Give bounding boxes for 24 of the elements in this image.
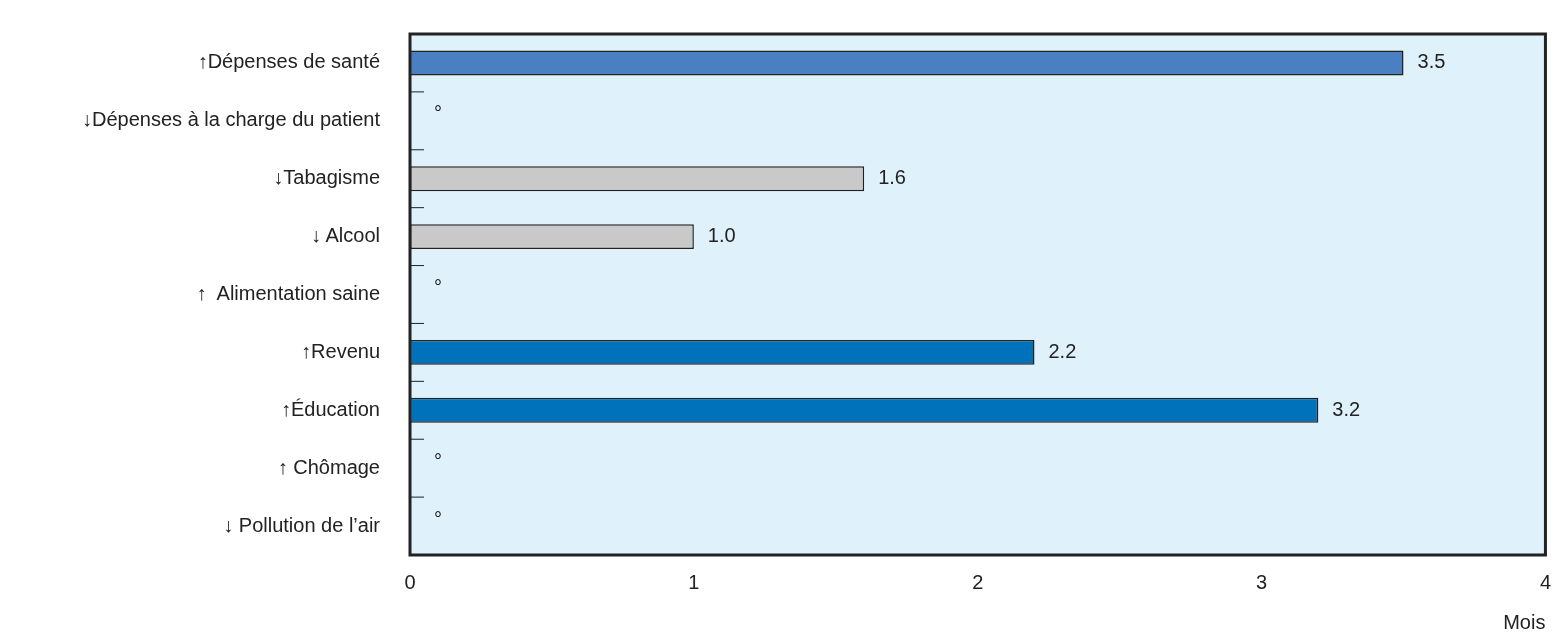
text: °: [434, 102, 442, 125]
text: °: [434, 276, 442, 299]
data-label: 3.2: [1332, 397, 1361, 420]
x-tick-label: 1: [688, 570, 700, 593]
x-tick-label: 2: [972, 570, 984, 593]
data-label: 2.2: [1048, 339, 1077, 362]
x-tick-label: 4: [1539, 570, 1551, 593]
x-tick-label: 3: [1256, 570, 1268, 593]
data-label: 3.5: [1417, 50, 1446, 73]
data-label: 1.0: [707, 224, 736, 247]
y-tick-label: ↑Revenu: [301, 339, 380, 362]
text: °: [434, 507, 442, 530]
text: °: [434, 449, 442, 472]
x-axis-title: Mois: [1503, 610, 1546, 633]
y-tick-label: ↑Éducation: [281, 397, 380, 420]
y-tick-label: ↑ Chômage: [277, 455, 380, 478]
y-tick-label: ↑Dépenses de santé: [197, 50, 380, 73]
x-tick-label: 0: [404, 570, 416, 593]
y-tick-label: ↓ Pollution de l’air: [223, 513, 381, 536]
data-label: 1.6: [878, 166, 906, 189]
y-tick-label: ↑ Alimentation saine: [196, 282, 380, 305]
y-tick-label: ↓ Alcool: [311, 224, 380, 247]
y-tick-label: ↓Dépenses à la charge du patient: [82, 108, 381, 131]
y-tick-label: ↓Tabagisme: [273, 166, 380, 189]
